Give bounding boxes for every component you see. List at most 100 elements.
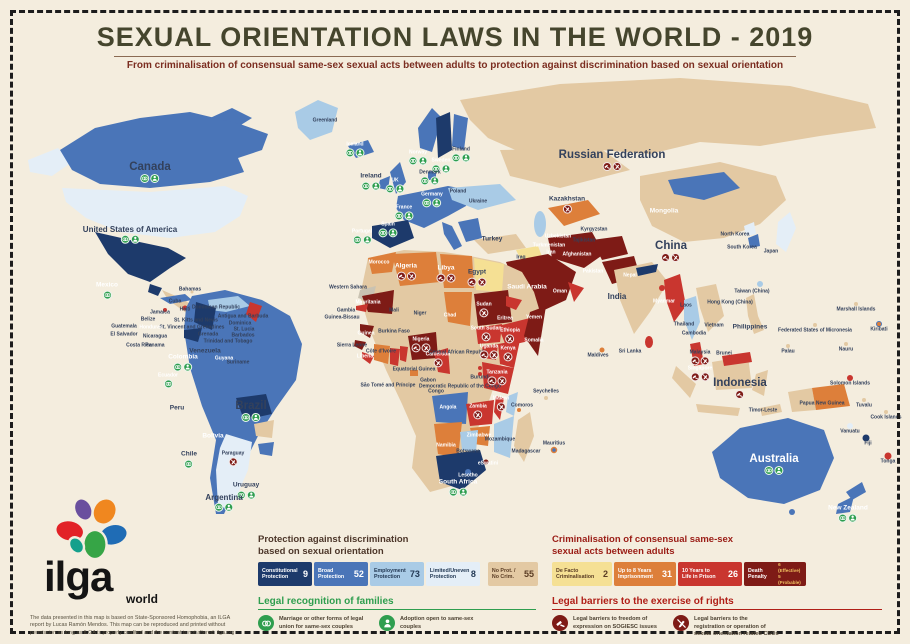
ilga-logo-icon: [54, 497, 129, 560]
caspian-sea: [534, 211, 546, 237]
legend-criminalisation-segment: Death Penalty 6 (Effective) 5 (Probable): [744, 561, 806, 586]
country-shape-zambia: [466, 400, 494, 426]
legend-barriers-item-label: Legal barriers to the registration or op…: [694, 616, 779, 638]
country-shape-kazakhstan: [500, 148, 630, 188]
legend-criminalisation-heading-line1: Criminalisation of consensual same-sex: [552, 534, 734, 545]
country-shape-mozambique-north: [506, 392, 518, 416]
country-shape-marshall-islands: [854, 302, 858, 306]
country-shape-seychelles: [544, 396, 548, 400]
country-shape-namibia: [434, 422, 462, 458]
legend-protection-segment: Employment Protection 73: [369, 561, 424, 586]
country-shape-morocco: [368, 252, 396, 274]
country-shape-arctic-islands: [210, 108, 252, 128]
legend-protection-segment-count: 73: [409, 568, 420, 579]
legend-families-items: Marriage or other forms of legal union f…: [258, 615, 536, 631]
country-shape-malawi: [494, 396, 504, 420]
country-shape-guatemala: [148, 284, 162, 296]
country-shape-java: [696, 404, 740, 416]
country-shape-thailand: [684, 296, 700, 340]
country-shape-sulawesi: [752, 370, 768, 396]
country-shape-bahamas: [190, 290, 194, 294]
legend-families-item: Adoption open to same-sex couples: [379, 615, 486, 631]
legend-barriers-item: Legal barriers to freedom of expression …: [552, 615, 659, 639]
country-shape-mauritius: [550, 446, 558, 454]
footer-note: The data presented in this map is based …: [30, 614, 235, 637]
country-shape-mexico: [95, 232, 186, 282]
country-shape-poland-ukraine: [448, 184, 516, 210]
country-shape-north-korea: [744, 222, 756, 236]
marriage-icon: [258, 615, 274, 631]
country-shape-sierra-leone: [354, 340, 366, 350]
country-shape-cook-islands: [884, 410, 888, 414]
legend-protection-heading: Protection against discrimination based …: [258, 534, 540, 558]
country-shape-angola: [432, 392, 468, 424]
legend-criminalisation-heading-line2: sexual acts between adults: [552, 545, 675, 557]
country-shape-ecuador: [184, 328, 202, 342]
country-shape-iceland: [348, 140, 374, 158]
country-shape-nz-south: [836, 496, 854, 514]
country-shape-mauritania: [362, 290, 394, 314]
country-shape-algeria: [392, 252, 440, 286]
country-shape-colombia: [194, 302, 216, 330]
ilga-logo-text: ilga: [44, 553, 113, 600]
country-shape-myanmar: [664, 274, 686, 322]
legend-criminalisation-bar: De Facto Criminalisation 2 Up to 8 Years I…: [552, 561, 852, 586]
country-shape-south-africa: [436, 450, 486, 490]
legend-criminalisation-segment-count: 2: [602, 568, 608, 579]
country-shape-oman: [568, 282, 584, 302]
legend-criminalisation-segment: De Facto Criminalisation 2: [552, 561, 612, 586]
country-shape-alaska: [28, 148, 72, 176]
country-shape-lesotho: [465, 469, 471, 475]
legend-families-item-label: Marriage or other forms of legal union f…: [279, 616, 364, 630]
country-shape-philippines: [746, 294, 764, 334]
legend-barriers-item: Legal barriers to the registration or op…: [673, 615, 780, 639]
country-shape-uganda: [482, 344, 498, 360]
legend-protection-segment-label: Constitutional Protection: [262, 567, 298, 580]
legend-criminalisation-segment-label: 10 Years to Life in Prison: [682, 567, 716, 580]
header: SEXUAL ORIENTATION LAWS IN THE WORLD - 2…: [0, 22, 910, 71]
country-shape-nigeria: [408, 332, 438, 360]
legend-protection-segment-count: 8: [470, 568, 476, 579]
country-shape-russia: [460, 78, 876, 160]
country-shape-central-asia: [548, 200, 600, 226]
country-shape-bangladesh: [659, 285, 665, 291]
country-shape-uk: [390, 162, 406, 194]
legend-barriers-item-label: Legal barriers to freedom of expression …: [573, 616, 657, 630]
adoption-icon: [379, 615, 395, 631]
country-shape-nz-north: [846, 482, 866, 500]
country-shape-equatorial-guinea: [410, 370, 418, 376]
legend-families: Legal recognition of families Marriage o…: [258, 596, 536, 631]
country-shape-venezuela: [208, 296, 250, 312]
legend-criminalisation-segment-label: De Facto Criminalisation: [556, 567, 595, 580]
country-shape-libya: [440, 254, 474, 288]
country-shape-comoros: [517, 408, 521, 412]
page-subtitle: From criminalisation of consensual same-…: [126, 60, 784, 71]
country-shape-cote-divoire: [374, 344, 390, 364]
legend-protection-segment-label: No Prot. / No Crim.: [491, 567, 516, 580]
country-shape-kiribati: [876, 321, 882, 327]
country-shape-sri-lanka: [645, 336, 653, 348]
country-shape-west-papua: [788, 388, 816, 412]
country-shape-vanuatu: [847, 423, 853, 429]
country-shape-timor: [760, 404, 782, 416]
country-shape-tuvalu: [862, 398, 866, 402]
country-shape-uruguay: [258, 442, 274, 456]
country-shape-jamaica: [163, 308, 167, 312]
country-shape-japan: [776, 212, 796, 252]
country-shape-sudan: [474, 290, 512, 326]
country-shape-indochina: [696, 284, 724, 332]
country-shape-eritrea: [506, 296, 522, 310]
title-rule: [114, 56, 796, 57]
legend-protection-segment-label: Broad Protection: [317, 567, 345, 580]
country-shape-kenya: [498, 340, 520, 368]
country-shape-micronesia: [813, 323, 817, 327]
country-shape-senegal: [356, 304, 368, 312]
legend-families-item-label: Adoption open to same-sex couples: [400, 616, 474, 630]
country-shape-argentina: [216, 434, 252, 508]
legend-criminalisation-segment-label: Up to 8 Years Imprisonment: [618, 567, 654, 580]
legend-protection: Protection against discrimination based …: [258, 534, 540, 586]
country-shape-india: [614, 262, 668, 334]
country-shape-burundi: [478, 372, 482, 376]
country-shape-afghanistan: [592, 236, 628, 260]
